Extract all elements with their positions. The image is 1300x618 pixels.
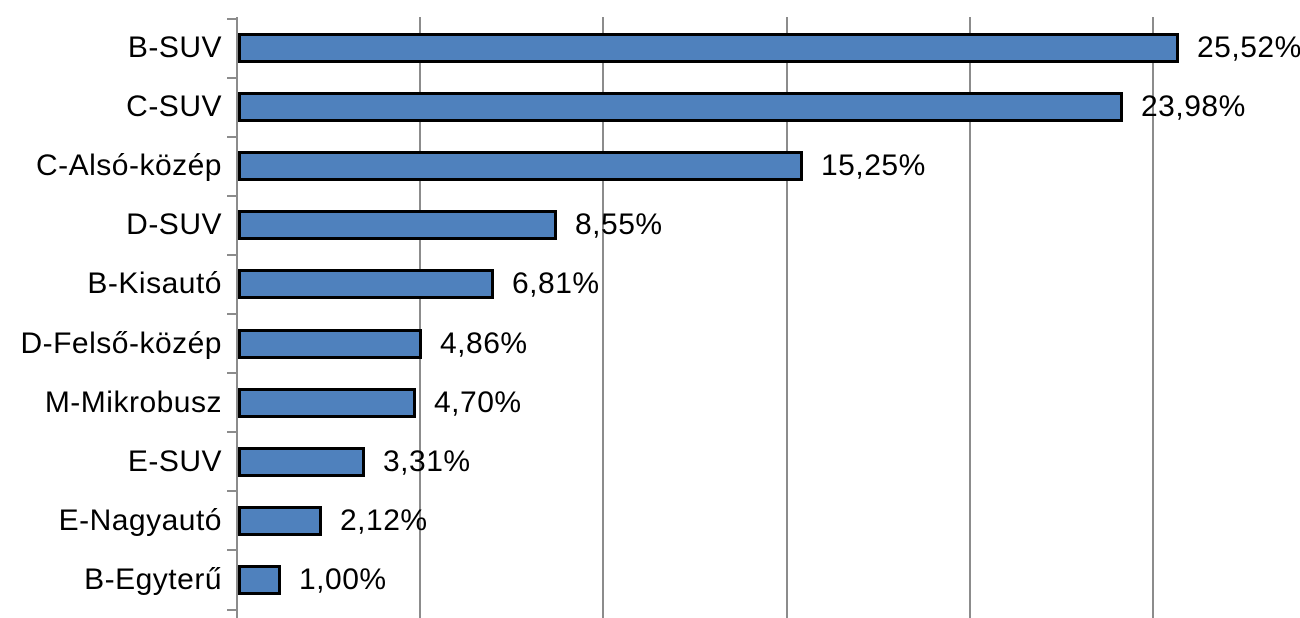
x-gridline [1152,17,1154,618]
bar [238,505,322,536]
bar [238,151,803,182]
y-axis-tick [227,194,236,197]
category-label: C-SUV [126,90,222,124]
category-label: B-SUV [127,31,222,65]
bar [238,210,557,241]
y-axis-tick [227,17,236,20]
bar [238,387,416,418]
category-label: D-Felső-közép [20,326,222,360]
value-label: 4,86% [440,326,528,360]
category-label: B-Kisautó [87,267,222,301]
value-label: 2,12% [340,503,428,537]
value-label: 6,81% [512,267,600,301]
value-label: 4,70% [434,385,522,419]
category-label: C-Alsó-közép [35,149,222,183]
value-label: 1,00% [299,562,387,596]
y-axis-tick [227,135,236,138]
y-axis-tick [227,372,236,375]
y-axis-tick [227,608,236,611]
value-label: 8,55% [575,208,663,242]
value-label: 25,52% [1197,31,1300,65]
y-axis-tick [227,253,236,256]
y-axis-tick [227,549,236,552]
category-label: E-Nagyautó [58,503,222,537]
value-label: 3,31% [383,444,471,478]
bar [238,446,365,477]
category-label: B-Egyterű [84,562,222,596]
bar [238,328,422,359]
y-axis-tick [227,490,236,493]
y-axis-tick [227,431,236,434]
x-gridline [785,17,788,618]
x-gridline [419,17,422,618]
bar [238,33,1179,64]
bar [238,269,494,300]
y-axis-line [236,17,238,618]
y-axis-tick [227,313,236,315]
x-gridline [602,17,605,618]
value-label: 15,25% [821,149,926,183]
x-gridline [968,17,971,618]
bar [238,92,1123,123]
category-label: M-Mikrobusz [44,385,222,419]
value-label: 23,98% [1141,90,1246,124]
bar [238,564,281,595]
y-axis-tick [227,76,236,79]
category-label: E-SUV [127,444,222,478]
category-label: D-SUV [126,208,222,242]
